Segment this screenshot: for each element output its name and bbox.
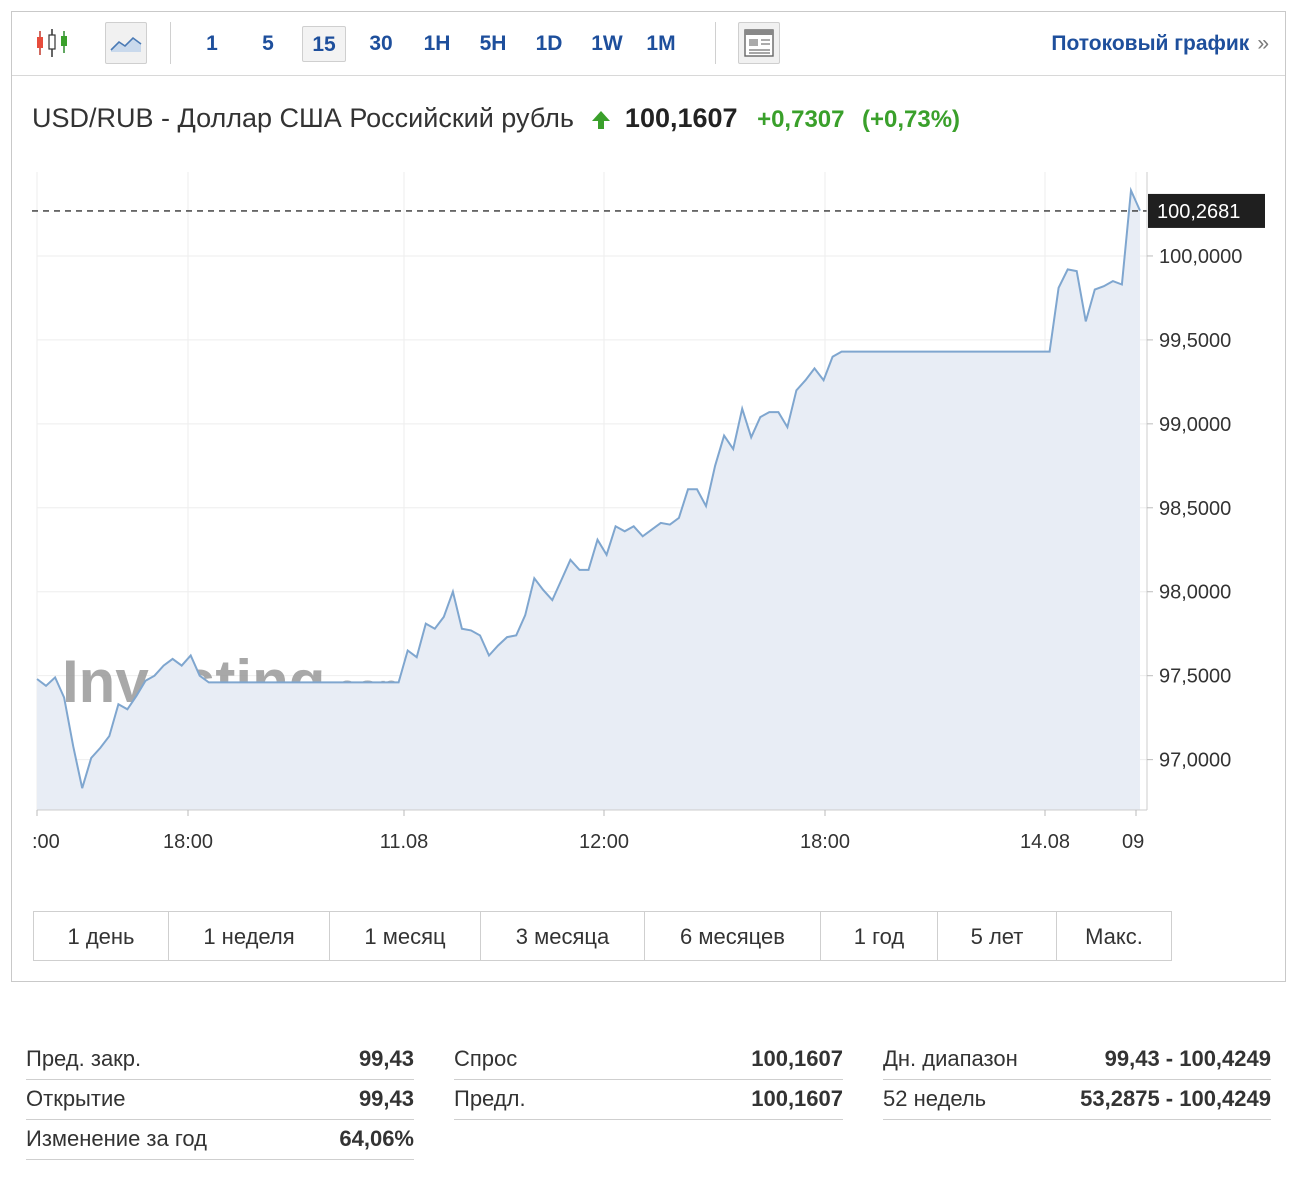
x-tick-label: 14.08 [1020, 831, 1070, 853]
y-tick-label: 100,0000 [1159, 246, 1242, 268]
y-tick-label: 99,5000 [1159, 330, 1231, 352]
stat-label: Предл. [454, 1086, 526, 1111]
last-price: 100,1607 [624, 103, 738, 133]
chart-toolbar: 1 5 15 30 1H 5H 1D 1W 1M Потоковый график» [12, 12, 1285, 76]
stat-label: Пред. закр. [26, 1046, 142, 1071]
stats-row: 52 недель 53,2875 - 100,4249 [883, 1080, 1271, 1120]
x-tick-label: 11.08 [380, 831, 429, 853]
interval-button[interactable]: 1D [535, 32, 563, 55]
period-button[interactable]: Макс. [1057, 912, 1171, 960]
stats-row: Открытие 99,43 [26, 1080, 414, 1120]
period-button[interactable]: 1 месяц [330, 912, 481, 960]
y-tick-label: 98,0000 [1159, 582, 1231, 604]
current-price-label: 100,2681 [1157, 201, 1240, 223]
price-change-percent: (+0,73%) [862, 106, 961, 133]
chart-widget: 1 5 15 30 1H 5H 1D 1W 1M Потоковый график» USD/R… [11, 11, 1286, 982]
stat-label: Спрос [454, 1046, 518, 1071]
stat-value: 53,2875 - 100,4249 [1080, 1086, 1271, 1111]
interval-button[interactable]: 30 [369, 32, 393, 55]
period-button[interactable]: 5 лет [938, 912, 1057, 960]
stat-value: 99,43 - 100,4249 [1104, 1046, 1271, 1071]
interval-button[interactable]: 5 [262, 32, 274, 55]
stats-row: Изменение за год 64,06% [26, 1120, 414, 1160]
x-tick-label: 18:00 [800, 831, 850, 853]
current-price-tag: 100,2681 [1148, 193, 1265, 228]
stats-row: Дн. диапазон 99,43 - 100,4249 [883, 1040, 1271, 1080]
period-selector: 1 день 1 неделя 1 месяц 3 месяца 6 месяцев 1 … [33, 911, 1172, 961]
y-tick-label: 97,0000 [1159, 750, 1231, 772]
y-axis: 97,0000 97,5000 98,0000 98,5000 99,0000 99,50… [1146, 172, 1242, 810]
toolbar-separator [170, 22, 171, 64]
stat-value: 99,43 [358, 1046, 414, 1071]
interval-button[interactable]: 15 [302, 26, 346, 62]
price-line [36, 186, 1141, 789]
stat-label: Изменение за год [26, 1126, 207, 1151]
stats-column: Пред. закр. 99,43 Открытие 99,43 Изменение з… [26, 1040, 414, 1160]
price-change: +0,7307 [757, 106, 845, 133]
stat-value: 100,1607 [751, 1086, 843, 1111]
stats-column: Дн. диапазон 99,43 - 100,4249 52 недель 53,… [883, 1040, 1271, 1120]
interval-button[interactable]: 1 [206, 32, 218, 55]
period-button[interactable]: 1 год [821, 912, 938, 960]
stat-value: 99,43 [358, 1086, 414, 1111]
quote-header: USD/RUB - Доллар США Российский рубль 10… [32, 98, 960, 138]
interval-button[interactable]: 1M [646, 32, 676, 55]
stats-column: Спрос 100,1607 Предл. 100,1607 [454, 1040, 843, 1120]
x-axis: :00 18:00 11.08 12:00 18:00 14.08 09 [32, 809, 1147, 853]
double-chevron-right-icon: » [1257, 32, 1269, 55]
stat-label: Дн. диапазон [883, 1046, 1018, 1071]
price-chart[interactable]: Investing.com 100,2681 97,000097,500098,… [12, 142, 1285, 872]
interval-button[interactable]: 1W [591, 32, 623, 55]
period-button[interactable]: 6 месяцев [645, 912, 821, 960]
interval-button[interactable]: 1H [423, 32, 451, 55]
pair-title: USD/RUB - Доллар США Российский рубль [32, 103, 574, 133]
stat-label: Открытие [26, 1086, 126, 1111]
stats-row: Пред. закр. 99,43 [26, 1040, 414, 1080]
x-tick-label: 18:00 [163, 831, 213, 853]
interval-button[interactable]: 5H [479, 32, 507, 55]
stats-row: Предл. 100,1607 [454, 1080, 843, 1120]
x-tick-label: 09 [1122, 831, 1144, 853]
x-tick-label: :00 [32, 831, 60, 853]
stat-label: 52 недель [883, 1086, 987, 1111]
y-tick-label: 98,5000 [1159, 498, 1231, 520]
price-area [37, 190, 1140, 810]
layout-icon[interactable] [738, 22, 780, 64]
period-button[interactable]: 1 неделя [169, 912, 330, 960]
stats-row: Спрос 100,1607 [454, 1040, 843, 1080]
stat-value: 64,06% [339, 1126, 414, 1151]
x-tick-label: 12:00 [579, 831, 629, 853]
toolbar-separator [715, 22, 716, 64]
y-tick-label: 99,0000 [1159, 414, 1231, 436]
streaming-chart-link[interactable]: Потоковый график » [1051, 26, 1269, 62]
arrow-up-icon [592, 110, 611, 129]
period-button[interactable]: 3 месяца [481, 912, 645, 960]
y-tick-label: 97,5000 [1159, 666, 1231, 688]
stat-value: 100,1607 [751, 1046, 843, 1071]
candlestick-chart-icon[interactable] [31, 22, 73, 64]
streaming-chart-label: Потоковый график [1051, 32, 1250, 55]
line-chart-icon[interactable] [105, 22, 147, 64]
period-button[interactable]: 1 день [34, 912, 169, 960]
